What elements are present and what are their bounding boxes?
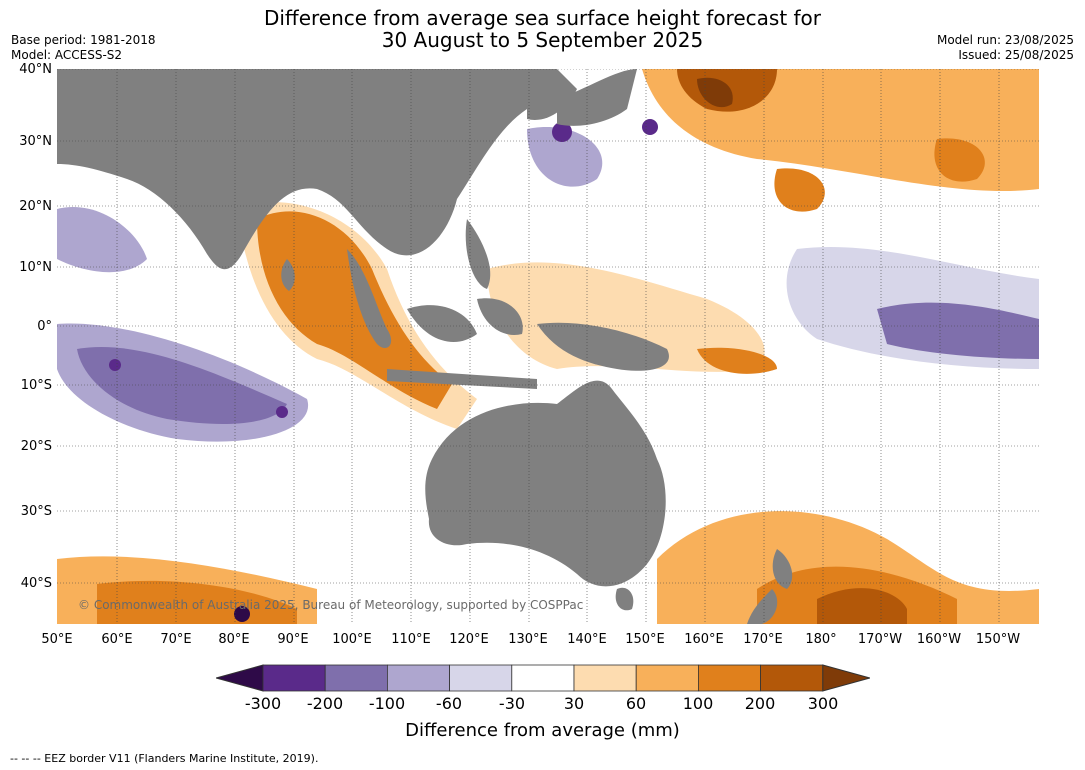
- lon-label-160w: 160°W: [916, 632, 962, 647]
- colorbar-extend-low: [214, 664, 264, 692]
- colorbar-segment: [573, 664, 637, 692]
- lon-label-130e: 130°E: [508, 632, 548, 647]
- lat-label-40s: 40°S: [20, 576, 52, 591]
- colorbar-tick: 100: [682, 694, 714, 713]
- base-period-label: Base period: 1981-2018: [11, 33, 156, 47]
- title-line-2: 30 August to 5 September 2025: [381, 28, 704, 52]
- lat-label-40n: 40°N: [19, 62, 52, 77]
- colorbar-tick: -30: [498, 694, 526, 713]
- colorbar-tick: 200: [744, 694, 776, 713]
- colorbar-tick: 300: [807, 694, 839, 713]
- colorbar-extend-high: [822, 664, 872, 692]
- colorbar-segment: [386, 664, 450, 692]
- lon-label-50e: 50°E: [41, 632, 73, 647]
- graticule: [57, 69, 1039, 624]
- eez-border-note: -- -- -- EEZ border V11 (Flanders Marine…: [10, 752, 319, 765]
- model-label: Model: ACCESS-S2: [11, 48, 123, 62]
- colorbar-tick: 30: [563, 694, 585, 713]
- lat-label-10n: 10°N: [19, 260, 52, 275]
- sea-level-anomaly-map: [57, 69, 1039, 624]
- title-line-1: Difference from average sea surface heig…: [263, 6, 822, 30]
- lon-label-60e: 60°E: [101, 632, 133, 647]
- issued-label: Issued: 25/08/2025: [958, 48, 1074, 62]
- lat-label-30n: 30°N: [19, 134, 52, 149]
- lon-label-170e: 170°E: [743, 632, 783, 647]
- lon-label-150w: 150°W: [975, 632, 1021, 647]
- lon-label-180: 180°: [805, 632, 837, 647]
- lon-label-120e: 120°E: [449, 632, 489, 647]
- lat-label-10s: 10°S: [20, 378, 52, 393]
- colorbar-segment: [635, 664, 699, 692]
- colorbar-segment: [511, 664, 575, 692]
- lat-label-30s: 30°S: [20, 504, 52, 519]
- colorbar: [214, 664, 872, 692]
- lon-label-170w: 170°W: [857, 632, 903, 647]
- model-run-label: Model run: 23/08/2025: [936, 33, 1074, 47]
- colorbar-segment: [262, 664, 326, 692]
- colorbar-tick: 60: [625, 694, 647, 713]
- colorbar-tick: -60: [435, 694, 463, 713]
- colorbar-segment: [697, 664, 761, 692]
- lon-label-160e: 160°E: [684, 632, 724, 647]
- anomaly-field: [57, 69, 1039, 624]
- lat-label-20s: 20°S: [20, 439, 52, 454]
- colorbar-tick: -300: [244, 694, 282, 713]
- colorbar-tick: -100: [368, 694, 406, 713]
- lon-label-80e: 80°E: [218, 632, 250, 647]
- land-masses: [57, 69, 793, 624]
- lon-label-100e: 100°E: [332, 632, 372, 647]
- colorbar-label: Difference from average (mm): [405, 720, 680, 741]
- lon-label-90e: 90°E: [277, 632, 309, 647]
- copyright-credit: © Commonwealth of Australia 2025, Bureau…: [78, 598, 584, 612]
- lat-label-0: 0°: [37, 319, 52, 334]
- colorbar-segment: [760, 664, 824, 692]
- colorbar-segment: [449, 664, 513, 692]
- lon-label-110e: 110°E: [391, 632, 431, 647]
- lat-label-20n: 20°N: [19, 199, 52, 214]
- colorbar-tick: -200: [306, 694, 344, 713]
- lon-label-150e: 150°E: [625, 632, 665, 647]
- lon-label-140e: 140°E: [567, 632, 607, 647]
- colorbar-segment: [324, 664, 388, 692]
- lon-label-70e: 70°E: [160, 632, 192, 647]
